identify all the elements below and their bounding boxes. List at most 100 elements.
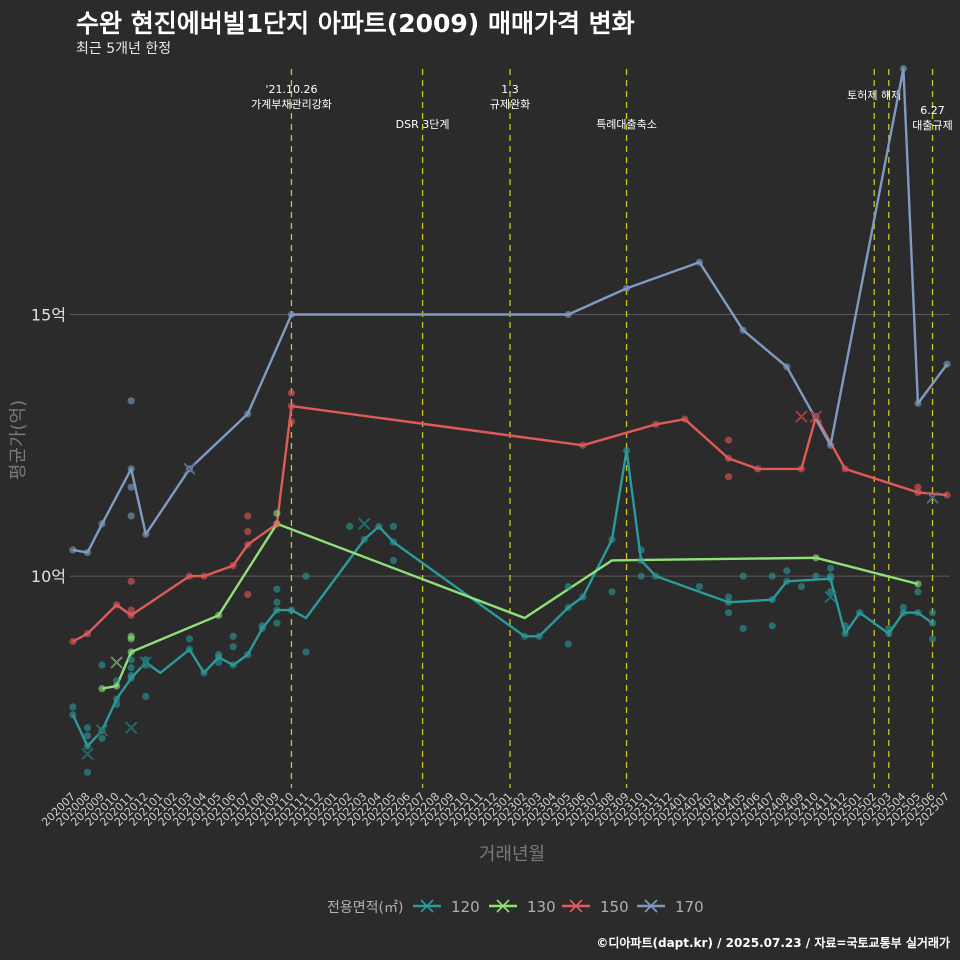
point-120 — [928, 609, 937, 617]
point-120 — [695, 582, 704, 591]
point-120 — [885, 630, 893, 638]
point-120 — [564, 640, 572, 648]
cancelled-marker-120 — [824, 591, 837, 603]
point-150 — [127, 577, 135, 585]
cancelled-marker-120 — [358, 518, 371, 530]
cancelled-marker-170 — [183, 463, 196, 475]
event-annotation: 토허제 해제 — [847, 88, 901, 102]
point-120 — [142, 692, 150, 701]
point-170 — [287, 310, 296, 319]
point-130 — [127, 648, 135, 656]
chart-subtitle: 최근 5개년 한정 — [76, 41, 172, 57]
cancelled-marker-120 — [125, 722, 137, 734]
cancelled-marker-150 — [810, 410, 822, 423]
point-120 — [229, 632, 237, 640]
legend-label-150: 150 — [600, 898, 629, 916]
point-120 — [914, 609, 922, 617]
legend-label-130: 130 — [527, 898, 556, 916]
point-120 — [113, 677, 121, 685]
point-120 — [83, 742, 92, 750]
point-150 — [229, 562, 237, 570]
point-120 — [564, 603, 572, 612]
point-120 — [797, 582, 805, 591]
point-120 — [724, 609, 733, 617]
point-150 — [200, 572, 208, 580]
legend-key-120 — [420, 899, 434, 913]
point-170 — [127, 512, 135, 520]
point-120 — [273, 585, 281, 593]
source-caption: ©디아파트(dapt.kr) / 2025.07.23 / 자료=국토교통부 실… — [596, 936, 950, 950]
point-120 — [739, 572, 747, 580]
point-130 — [113, 682, 121, 690]
point-120 — [826, 588, 835, 596]
point-120 — [185, 645, 194, 653]
point-120 — [739, 624, 747, 633]
point-150 — [287, 389, 296, 397]
point-150 — [579, 441, 587, 449]
point-120 — [564, 582, 572, 591]
point-170 — [899, 65, 907, 73]
point-150 — [287, 418, 296, 426]
point-130 — [215, 611, 223, 619]
point-150 — [652, 420, 660, 428]
point-120 — [520, 632, 529, 640]
point-150 — [69, 637, 77, 646]
point-120 — [360, 535, 368, 544]
point-120 — [812, 572, 820, 580]
point-120 — [389, 538, 398, 546]
point-170 — [142, 530, 150, 538]
cancelled-marker-150 — [795, 410, 808, 423]
point-120 — [652, 572, 660, 580]
event-annotation: DSR 3단계 — [396, 118, 450, 131]
point-170 — [826, 441, 835, 449]
point-120 — [768, 596, 776, 604]
y-axis-label: 평균가(억) — [8, 400, 29, 480]
point-120 — [215, 650, 223, 659]
point-120 — [841, 622, 849, 630]
point-120 — [215, 658, 223, 667]
point-120 — [83, 724, 92, 732]
point-120 — [302, 572, 310, 580]
point-170 — [127, 465, 135, 473]
point-120 — [914, 588, 922, 596]
point-170 — [739, 326, 747, 334]
point-120 — [783, 577, 791, 585]
point-130 — [273, 509, 281, 517]
point-120 — [244, 650, 252, 659]
point-170 — [622, 284, 631, 292]
point-150 — [83, 630, 92, 638]
legend: 전용면적(㎡) 120 130 150 170 — [327, 898, 704, 916]
point-150 — [287, 402, 296, 410]
point-120 — [83, 768, 92, 776]
point-170 — [98, 520, 106, 528]
point-120 — [637, 556, 645, 565]
point-150 — [797, 465, 805, 473]
point-120 — [856, 609, 864, 617]
point-120 — [273, 598, 281, 606]
point-120 — [273, 619, 281, 627]
cancelled-marker-120 — [140, 656, 152, 669]
point-150 — [244, 528, 252, 536]
point-120 — [826, 564, 835, 572]
point-120 — [768, 622, 776, 630]
point-120 — [69, 711, 77, 719]
point-120 — [287, 606, 296, 614]
point-150 — [914, 488, 922, 496]
point-150 — [754, 465, 762, 473]
point-120 — [608, 535, 616, 544]
y-tick-label: 15억 — [31, 306, 66, 325]
point-170 — [244, 410, 252, 418]
point-120 — [258, 622, 266, 630]
point-170 — [783, 363, 791, 371]
point-170 — [127, 397, 135, 405]
point-120 — [346, 522, 354, 531]
point-120 — [579, 593, 587, 601]
point-120 — [98, 734, 106, 742]
point-150 — [681, 415, 689, 423]
point-120 — [83, 732, 92, 740]
point-150 — [185, 572, 194, 580]
point-120 — [826, 572, 835, 580]
cancelled-marker-170 — [926, 491, 939, 504]
